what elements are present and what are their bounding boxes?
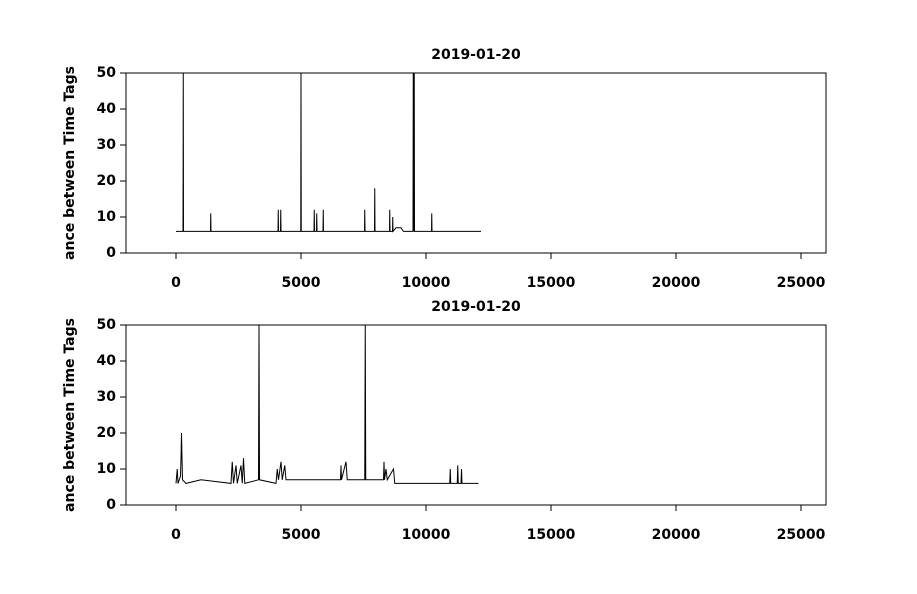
y-tick-label: 40 — [97, 101, 117, 117]
x-tick-label: 10000 — [402, 527, 451, 543]
data-line — [175, 325, 479, 485]
plot-frame — [125, 324, 827, 506]
y-tick-label: 10 — [97, 461, 117, 477]
x-tick-label: 10000 — [402, 275, 451, 291]
y-tick-label: 30 — [97, 389, 117, 405]
x-tick-label: 5000 — [282, 275, 321, 291]
y-tick-label: 10 — [97, 209, 117, 225]
plot-lines — [175, 325, 479, 485]
chart-title: 2019-01-20 — [431, 299, 521, 315]
x-tick-label: 25000 — [777, 527, 826, 543]
plot-frame — [125, 72, 827, 254]
plot-lines — [176, 73, 481, 233]
y-tick-label: 20 — [97, 425, 117, 441]
data-line — [176, 73, 481, 233]
x-tick-label: 25000 — [777, 275, 826, 291]
y-axis-label: ance between Time Tags — [62, 66, 78, 260]
y-tick-label: 50 — [97, 317, 117, 333]
y-tick-label: 0 — [106, 245, 116, 261]
y-tick-label: 50 — [97, 65, 117, 81]
y-axis-label: ance between Time Tags — [62, 318, 78, 512]
x-tick-label: 20000 — [652, 275, 701, 291]
x-tick-label: 20000 — [652, 527, 701, 543]
y-tick-label: 0 — [106, 497, 116, 513]
y-tick-label: 20 — [97, 173, 117, 189]
x-tick-label: 15000 — [527, 527, 576, 543]
y-tick-label: 40 — [97, 353, 117, 369]
x-tick-label: 5000 — [282, 527, 321, 543]
chart-title: 2019-01-20 — [431, 47, 521, 63]
y-tick-label: 30 — [97, 137, 117, 153]
x-tick-label: 15000 — [527, 275, 576, 291]
x-tick-label: 0 — [171, 275, 181, 291]
x-tick-label: 0 — [171, 527, 181, 543]
